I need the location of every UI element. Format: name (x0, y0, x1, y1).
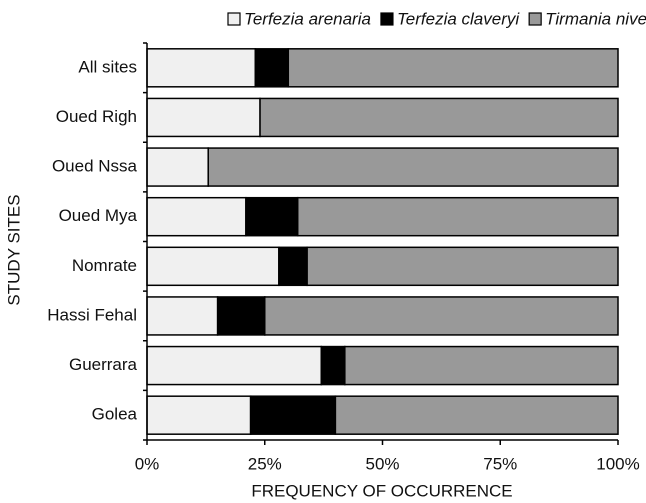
bar-segment (334, 395, 619, 435)
bar-segment (146, 246, 280, 287)
legend-label: Tirmania nivea (545, 9, 646, 28)
bar-segment (259, 97, 619, 138)
bar-segment (207, 147, 619, 187)
bar-segment (146, 345, 323, 386)
legend-label: Terfezia arenaria (244, 9, 371, 28)
bar-segment (344, 345, 619, 386)
bar-segment (146, 147, 209, 187)
bar-segment (146, 97, 261, 138)
y-tick-label: Golea (92, 405, 138, 424)
x-tick-label: 100% (596, 454, 639, 473)
legend-swatch (528, 12, 542, 26)
bar-segment (249, 395, 337, 435)
y-tick-label: Guerrara (69, 355, 138, 374)
y-axis-title: STUDY SITES (4, 194, 23, 305)
bar-segment (216, 296, 266, 336)
y-tick-label: Oued Righ (56, 107, 137, 126)
y-tick-label: Oued Mya (59, 206, 138, 225)
bar-segment (296, 196, 619, 237)
bar-segment (146, 296, 219, 336)
bar-segment (146, 48, 257, 88)
y-tick-label: Oued Nssa (52, 157, 138, 176)
bar-segment (146, 395, 252, 435)
x-tick-label: 75% (483, 454, 517, 473)
y-tick-label: Nomrate (72, 256, 137, 275)
y-tick-label: Hassi Fehal (47, 305, 137, 324)
bar-segment (287, 48, 619, 88)
legend-swatch (227, 12, 241, 26)
legend-label: Terfezia claveryi (397, 9, 520, 28)
x-tick-label: 50% (365, 454, 399, 473)
bar-segment (245, 196, 299, 237)
bar-segment (320, 345, 346, 386)
bar-segment (306, 246, 619, 287)
x-tick-label: 25% (248, 454, 282, 473)
x-tick-label: 0% (135, 454, 160, 473)
bar-segment (254, 48, 290, 88)
bar-segment (264, 296, 619, 336)
bar-segment (146, 196, 247, 237)
legend-swatch (380, 12, 394, 26)
y-tick-label: All sites (78, 57, 137, 76)
bar-segment (278, 246, 308, 287)
x-axis-title: FREQUENCY OF OCCURRENCE (251, 481, 512, 500)
